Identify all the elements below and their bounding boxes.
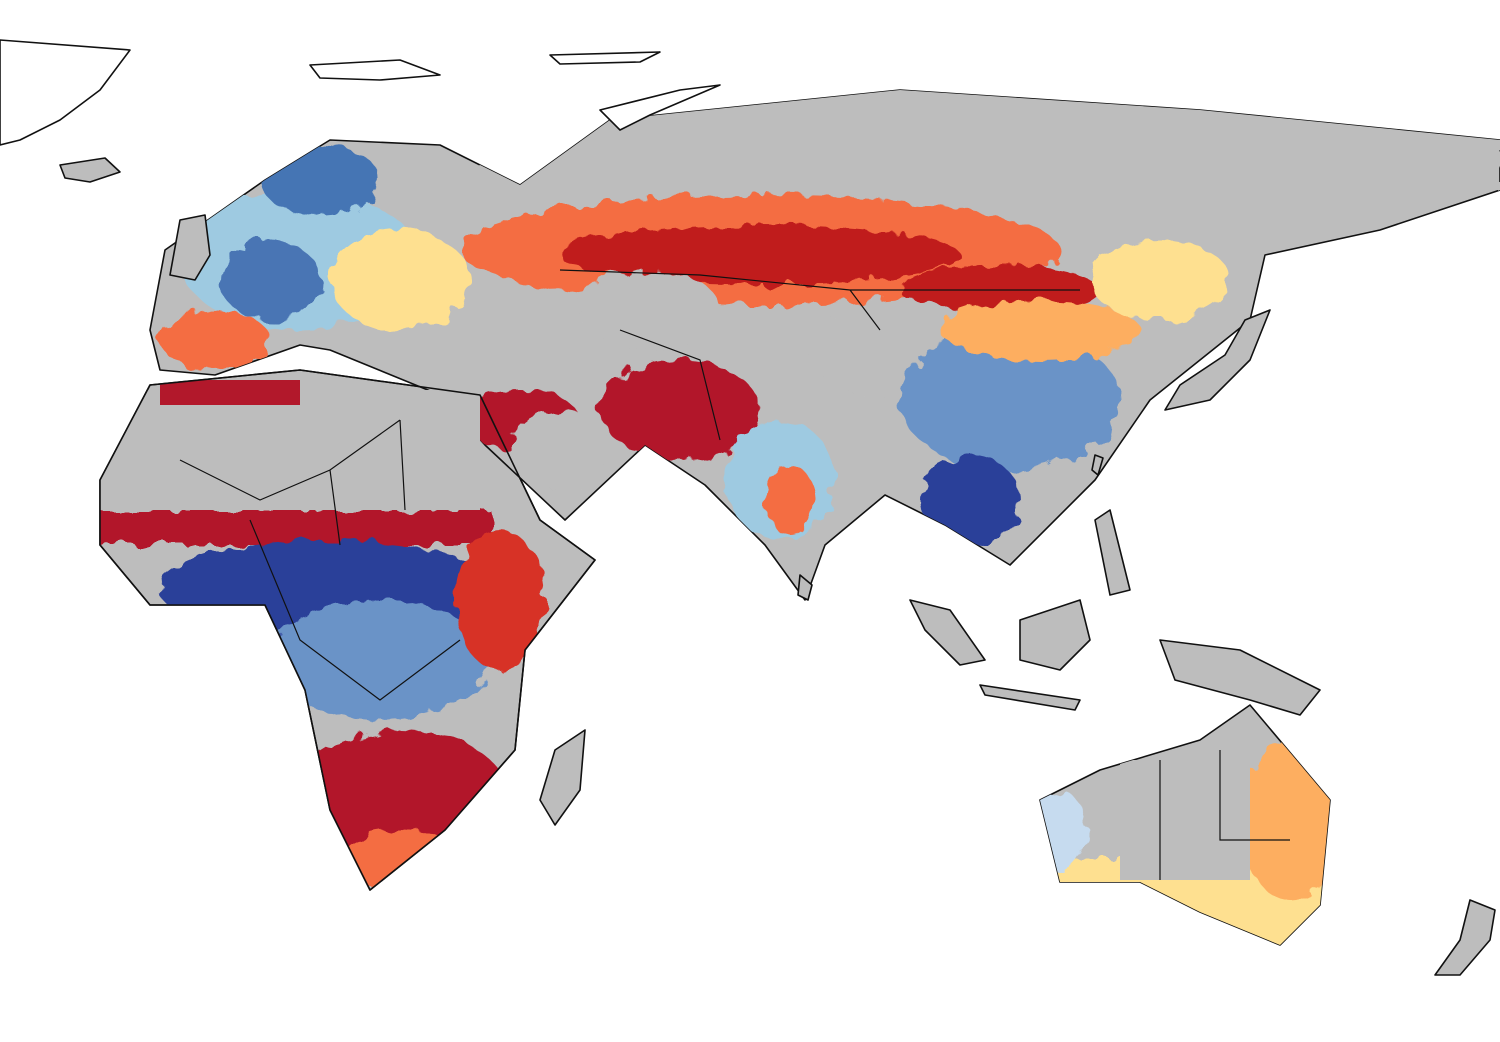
field bbox=[1240, 740, 1340, 900]
field bbox=[270, 600, 490, 720]
borders bbox=[99, 269, 1290, 891]
taiwan bbox=[1091, 454, 1104, 476]
field bbox=[560, 225, 960, 285]
greenland-tip bbox=[0, 39, 131, 146]
sahara bbox=[100, 390, 480, 510]
field bbox=[220, 240, 320, 320]
sumatra bbox=[909, 599, 986, 666]
arctic-islands bbox=[309, 51, 721, 131]
border bbox=[179, 419, 461, 701]
field bbox=[580, 270, 720, 350]
sri-lanka bbox=[797, 574, 813, 601]
field bbox=[160, 380, 300, 405]
field bbox=[510, 410, 610, 490]
field bbox=[765, 465, 815, 535]
philippines bbox=[1094, 509, 1131, 596]
field bbox=[455, 530, 545, 670]
field bbox=[480, 90, 1500, 190]
japan bbox=[1164, 309, 1271, 411]
field bbox=[160, 310, 270, 370]
field bbox=[600, 360, 760, 460]
field bbox=[100, 510, 490, 545]
africa-outline bbox=[99, 369, 596, 891]
border bbox=[1159, 750, 1290, 880]
field bbox=[1090, 240, 1230, 320]
java bbox=[979, 684, 1081, 711]
madagascar bbox=[539, 729, 586, 826]
border bbox=[559, 269, 1080, 441]
field bbox=[900, 330, 1120, 470]
borneo bbox=[1019, 599, 1091, 671]
field bbox=[920, 455, 1020, 545]
field bbox=[940, 300, 1140, 360]
britain bbox=[169, 214, 211, 281]
field bbox=[330, 230, 470, 330]
new-zealand bbox=[1434, 899, 1496, 976]
new-guinea bbox=[1159, 639, 1321, 716]
field bbox=[260, 145, 380, 215]
australia-interior bbox=[1120, 760, 1250, 880]
islands bbox=[0, 39, 1496, 976]
field bbox=[1035, 790, 1085, 870]
iceland bbox=[59, 157, 121, 183]
field bbox=[340, 830, 460, 890]
